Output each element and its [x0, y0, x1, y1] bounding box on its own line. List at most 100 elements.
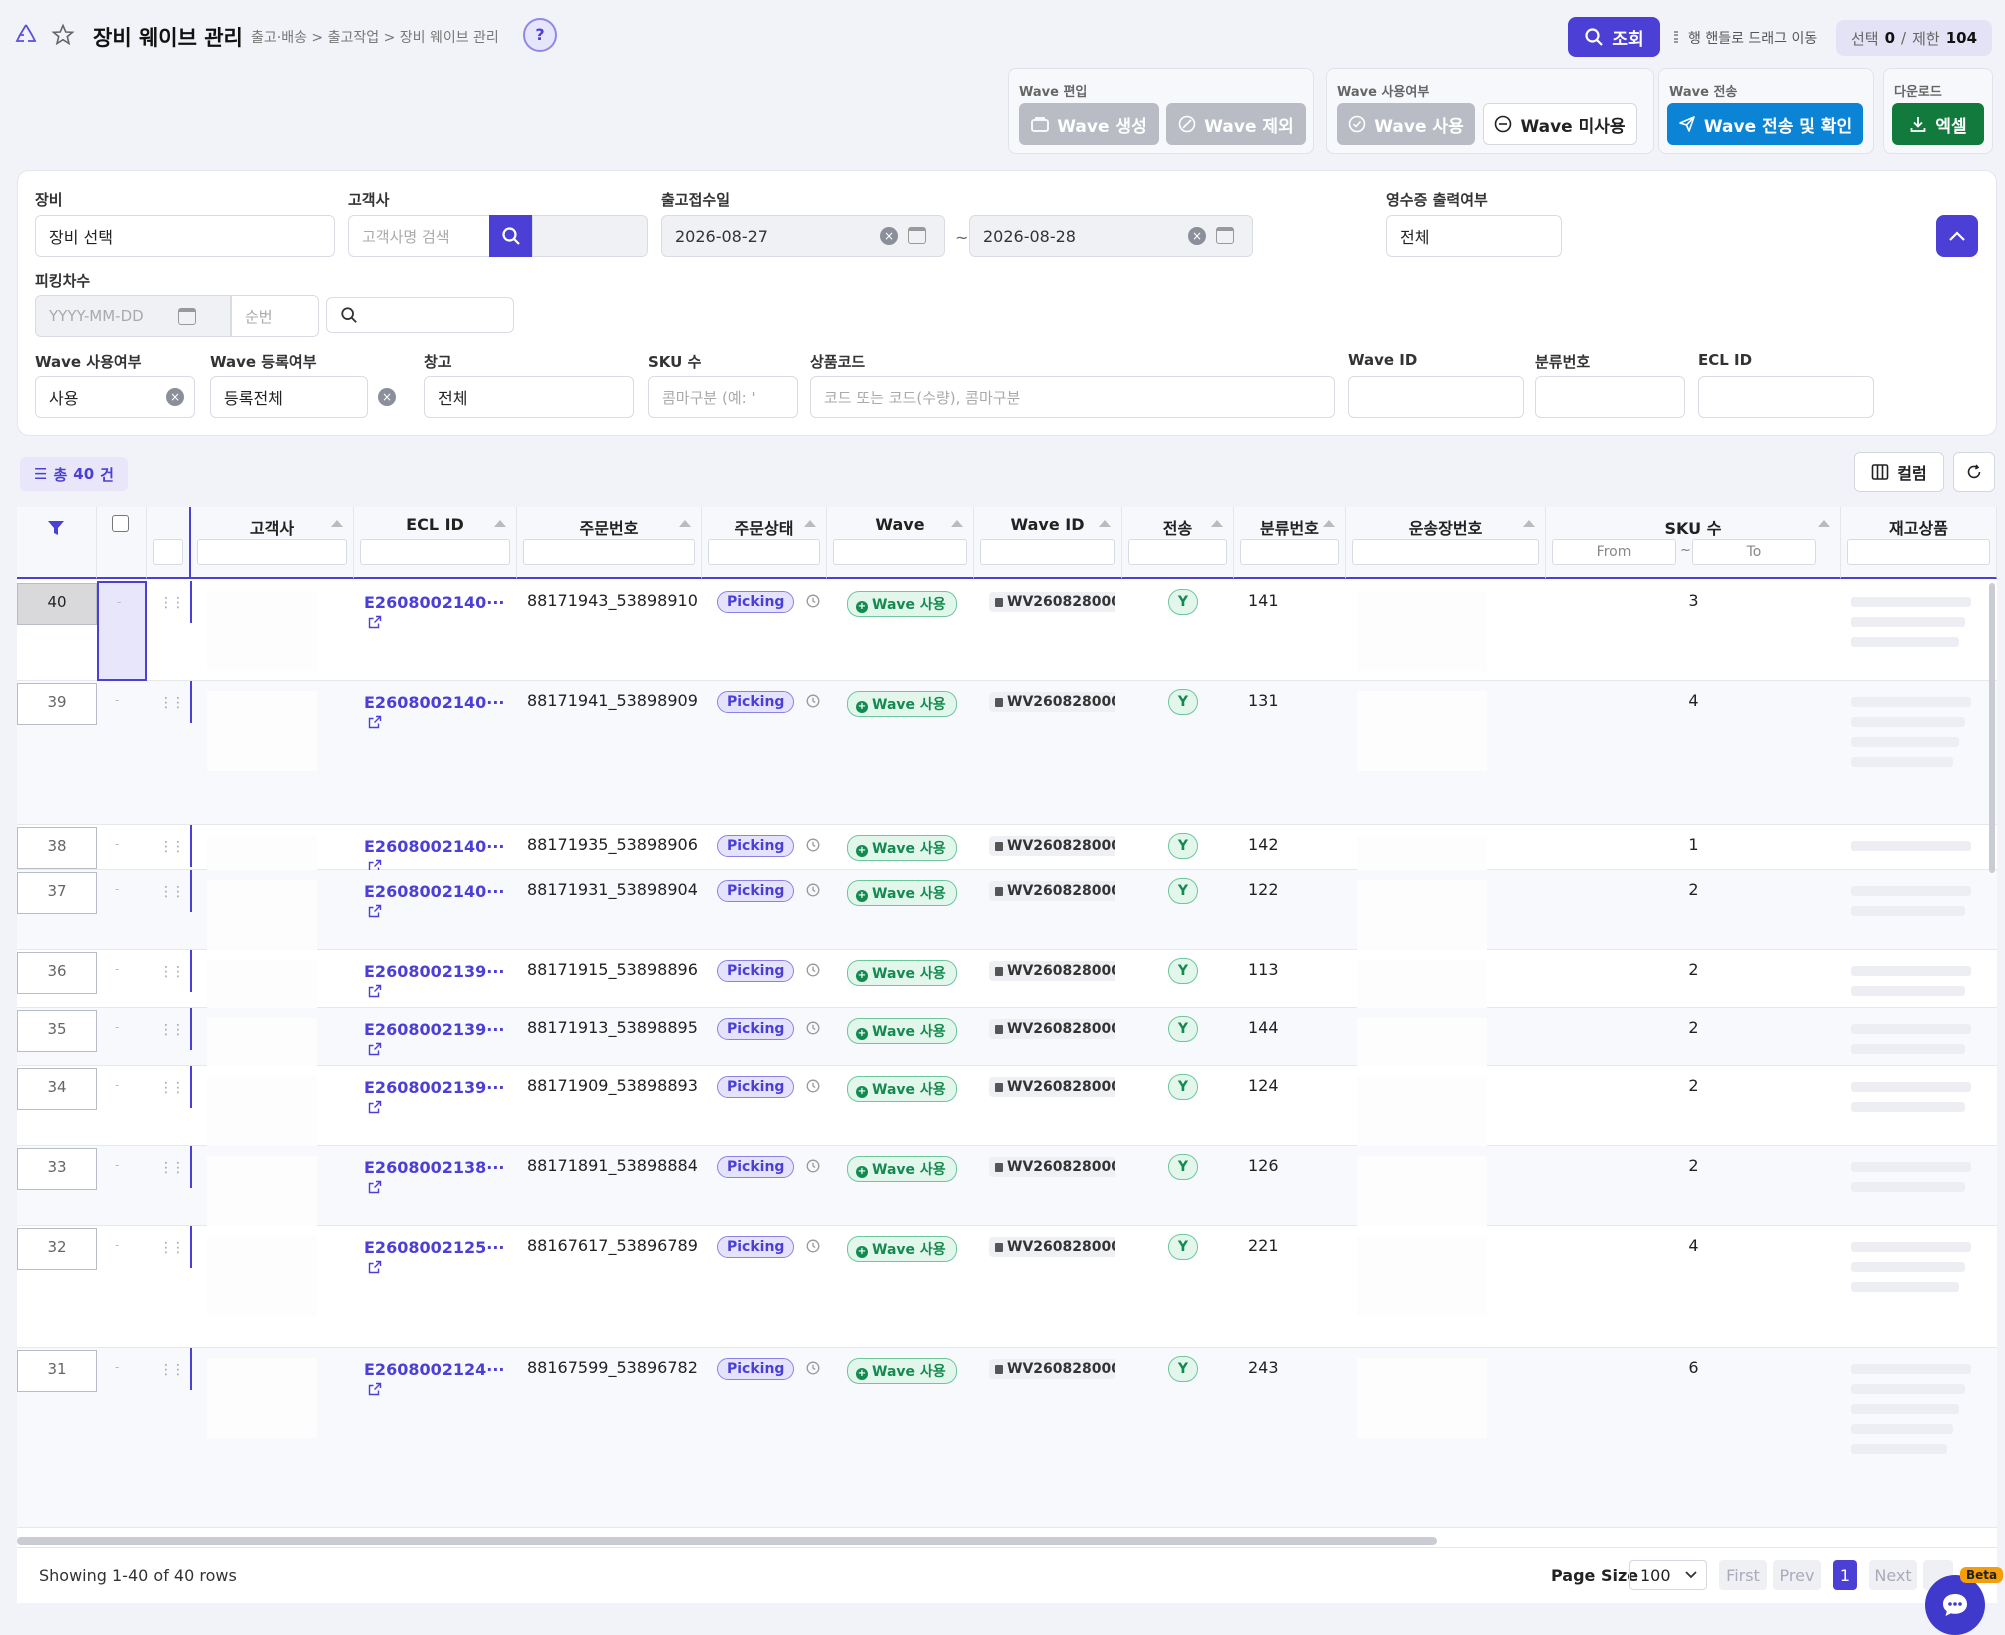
- external-link-icon[interactable]: [368, 1260, 382, 1274]
- header-send[interactable]: 전송: [1122, 507, 1234, 579]
- search-button[interactable]: 조회: [1568, 17, 1660, 57]
- clock-icon[interactable]: [806, 1079, 820, 1093]
- wave-col-filter[interactable]: [833, 539, 967, 565]
- row-checkbox-cell[interactable]: -: [97, 1226, 147, 1348]
- table-row[interactable]: 35 - ⋮⋮ E2608002139··· 88171913_53898895…: [17, 1008, 1997, 1066]
- calendar-icon[interactable]: [178, 308, 196, 325]
- date-to-input[interactable]: 2026-08-28: [969, 215, 1253, 257]
- table-row[interactable]: 32 - ⋮⋮ E2608002125··· 88167617_53896789…: [17, 1226, 1997, 1348]
- sort-icon[interactable]: [679, 520, 691, 527]
- customer-col-filter[interactable]: [197, 539, 347, 565]
- next-page-button[interactable]: Next: [1869, 1560, 1917, 1590]
- clock-icon[interactable]: [806, 694, 820, 708]
- ecl-cell[interactable]: E2608002140···: [364, 882, 514, 920]
- ecl-link[interactable]: E2608002140···: [364, 882, 505, 901]
- external-link-icon[interactable]: [368, 1100, 382, 1114]
- ecl-link[interactable]: E2608002140···: [364, 593, 505, 612]
- ecl-link[interactable]: E2608002125···: [364, 1238, 505, 1257]
- sort-icon[interactable]: [1523, 520, 1535, 527]
- vertical-scrollbar[interactable]: [1989, 583, 1995, 873]
- clock-icon[interactable]: [806, 1021, 820, 1035]
- table-row[interactable]: 37 - ⋮⋮ E2608002140··· 88171931_53898904…: [17, 870, 1997, 950]
- date-from-input[interactable]: 2026-08-27: [661, 215, 945, 257]
- row-checkbox-cell[interactable]: -: [97, 581, 147, 681]
- drag-handle-icon[interactable]: ⋮⋮: [159, 884, 185, 900]
- equipment-select[interactable]: 장비 선택: [35, 215, 335, 257]
- drag-handle-icon[interactable]: ⋮⋮: [159, 1080, 185, 1096]
- ecl-link[interactable]: E2608002124···: [364, 1360, 505, 1379]
- row-checkbox-cell[interactable]: -: [97, 1008, 147, 1066]
- select-all-checkbox[interactable]: [112, 515, 129, 532]
- clear-date-to-icon[interactable]: ×: [1188, 227, 1206, 245]
- external-link-icon[interactable]: [368, 715, 382, 729]
- clock-icon[interactable]: [806, 883, 820, 897]
- wave-reg-select[interactable]: 등록전체: [210, 376, 368, 418]
- external-link-icon[interactable]: [368, 984, 382, 998]
- table-row[interactable]: 38 - ⋮⋮ E2608002140··· 88171935_53898906…: [17, 825, 1997, 873]
- drag-handle-icon[interactable]: ⋮⋮: [159, 964, 185, 980]
- clear-date-from-icon[interactable]: ×: [880, 227, 898, 245]
- table-row[interactable]: 36 - ⋮⋮ E2608002139··· 88171915_53898896…: [17, 950, 1997, 1008]
- ecl-cell[interactable]: E2608002139···: [364, 1078, 514, 1116]
- external-link-icon[interactable]: [368, 615, 382, 629]
- clock-icon[interactable]: [806, 594, 820, 608]
- wave-send-button[interactable]: Wave 전송 및 확인: [1667, 103, 1863, 145]
- ecl-link[interactable]: E2608002140···: [364, 837, 505, 856]
- chat-button[interactable]: [1925, 1575, 1985, 1635]
- header-ecl[interactable]: ECL ID: [354, 507, 517, 579]
- sort-icon[interactable]: [804, 520, 816, 527]
- table-row[interactable]: 40 - ⋮⋮ E2608002140··· 88171943_53898910…: [17, 581, 1997, 681]
- clock-icon[interactable]: [806, 1361, 820, 1375]
- external-link-icon[interactable]: [368, 1042, 382, 1056]
- sort-icon[interactable]: [951, 520, 963, 527]
- drag-handle-icon[interactable]: ⋮⋮: [159, 1240, 185, 1256]
- header-order[interactable]: 주문번호: [517, 507, 702, 579]
- header-wave-id[interactable]: Wave ID: [974, 507, 1122, 579]
- clock-icon[interactable]: [806, 838, 820, 852]
- prev-page-button[interactable]: Prev: [1773, 1560, 1821, 1590]
- row-checkbox-cell[interactable]: -: [97, 950, 147, 1008]
- calendar-icon[interactable]: [908, 227, 926, 244]
- ecl-cell[interactable]: E2608002138···: [364, 1158, 514, 1196]
- page-size-select[interactable]: 100: [1629, 1560, 1707, 1590]
- clear-wave-reg-icon[interactable]: ×: [378, 388, 396, 406]
- ecl-cell[interactable]: E2608002124···: [364, 1360, 514, 1398]
- picking-date-input[interactable]: YYYY-MM-DD: [35, 295, 231, 337]
- columns-button[interactable]: 컬럼: [1854, 452, 1944, 492]
- customer-search-button[interactable]: [489, 215, 532, 257]
- external-link-icon[interactable]: [368, 1382, 382, 1396]
- external-link-icon[interactable]: [368, 1180, 382, 1194]
- table-row[interactable]: 33 - ⋮⋮ E2608002138··· 88171891_53898884…: [17, 1146, 1997, 1226]
- row-checkbox-cell[interactable]: -: [97, 825, 147, 870]
- warehouse-select[interactable]: 전체: [424, 376, 634, 418]
- row-checkbox-cell[interactable]: -: [97, 681, 147, 825]
- header-sku[interactable]: SKU 수 From ~ To: [1546, 507, 1841, 579]
- calendar-check-icon[interactable]: [1216, 227, 1234, 244]
- excel-button[interactable]: 엑셀: [1892, 103, 1984, 145]
- refresh-button[interactable]: [1953, 452, 1995, 492]
- external-link-icon[interactable]: [368, 904, 382, 918]
- header-invoice[interactable]: 운송장번호: [1346, 507, 1546, 579]
- ecl-link[interactable]: E2608002139···: [364, 962, 505, 981]
- ecl-cell[interactable]: E2608002139···: [364, 962, 514, 1000]
- current-page-button[interactable]: 1: [1833, 1560, 1857, 1590]
- wave-use-button[interactable]: Wave 사용: [1337, 103, 1475, 145]
- wave-exclude-button[interactable]: Wave 제외: [1166, 103, 1306, 145]
- table-row[interactable]: 31 - ⋮⋮ E2608002124··· 88167599_53896782…: [17, 1348, 1997, 1528]
- drag-handle-icon[interactable]: ⋮⋮: [159, 695, 185, 711]
- sort-icon[interactable]: [1323, 520, 1335, 527]
- header-customer[interactable]: 고객사: [191, 507, 354, 579]
- wave-id-input[interactable]: [1348, 376, 1524, 418]
- header-sort-no[interactable]: 분류번호: [1234, 507, 1346, 579]
- ecl-cell[interactable]: E2608002139···: [364, 1020, 514, 1058]
- ecl-cell[interactable]: E2608002140···: [364, 693, 514, 731]
- drag-handle-icon[interactable]: ⋮⋮: [159, 1022, 185, 1038]
- order-col-filter[interactable]: [523, 539, 695, 565]
- picking-seq-input[interactable]: 순번: [231, 295, 319, 337]
- wave-id-col-filter[interactable]: [980, 539, 1115, 565]
- first-page-button[interactable]: First: [1719, 1560, 1767, 1590]
- ecl-link[interactable]: E2608002138···: [364, 1158, 505, 1177]
- sku-from-input[interactable]: From: [1552, 539, 1676, 565]
- ecl-col-filter[interactable]: [360, 539, 510, 565]
- clock-icon[interactable]: [806, 1159, 820, 1173]
